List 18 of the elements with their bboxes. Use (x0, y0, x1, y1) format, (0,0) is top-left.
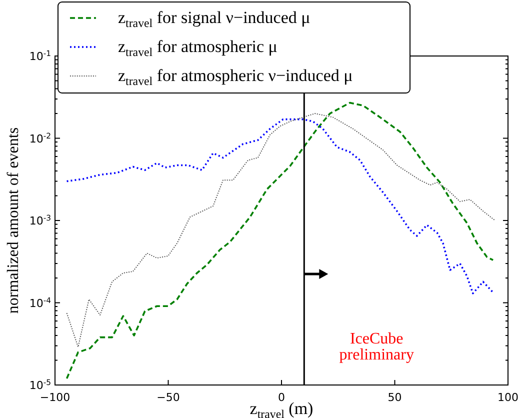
line-series (66, 102, 494, 380)
y-tick-label: 10$^{-4}$ (29, 296, 52, 310)
legend-label: z$_{travel}$ for atmospheric μ (118, 37, 278, 59)
x-tick-label: 100 (498, 391, 518, 404)
y-tick-label: 10$^{-1}$ (29, 49, 52, 63)
x-tick-label: 0 (278, 391, 285, 404)
x-tick-label: 50 (388, 391, 402, 404)
legend-label: z$_{travel}$ for signal ν−induced μ (118, 8, 310, 30)
line-series (66, 118, 495, 294)
y-tick-label: 10$^{-2}$ (29, 132, 52, 146)
x-tick-label: −100 (40, 391, 70, 404)
line-series (66, 112, 496, 348)
y-tick-label: 10$^{-5}$ (29, 378, 52, 392)
x-tick-label: −50 (156, 391, 180, 404)
y-axis-title: normalized amount of events (5, 127, 22, 314)
y-tick-label: 10$^{-3}$ (29, 214, 52, 228)
legend-label: z$_{travel}$ for atmospheric ν−induced μ (118, 66, 353, 88)
annotation: IceCube preliminary (339, 330, 414, 364)
